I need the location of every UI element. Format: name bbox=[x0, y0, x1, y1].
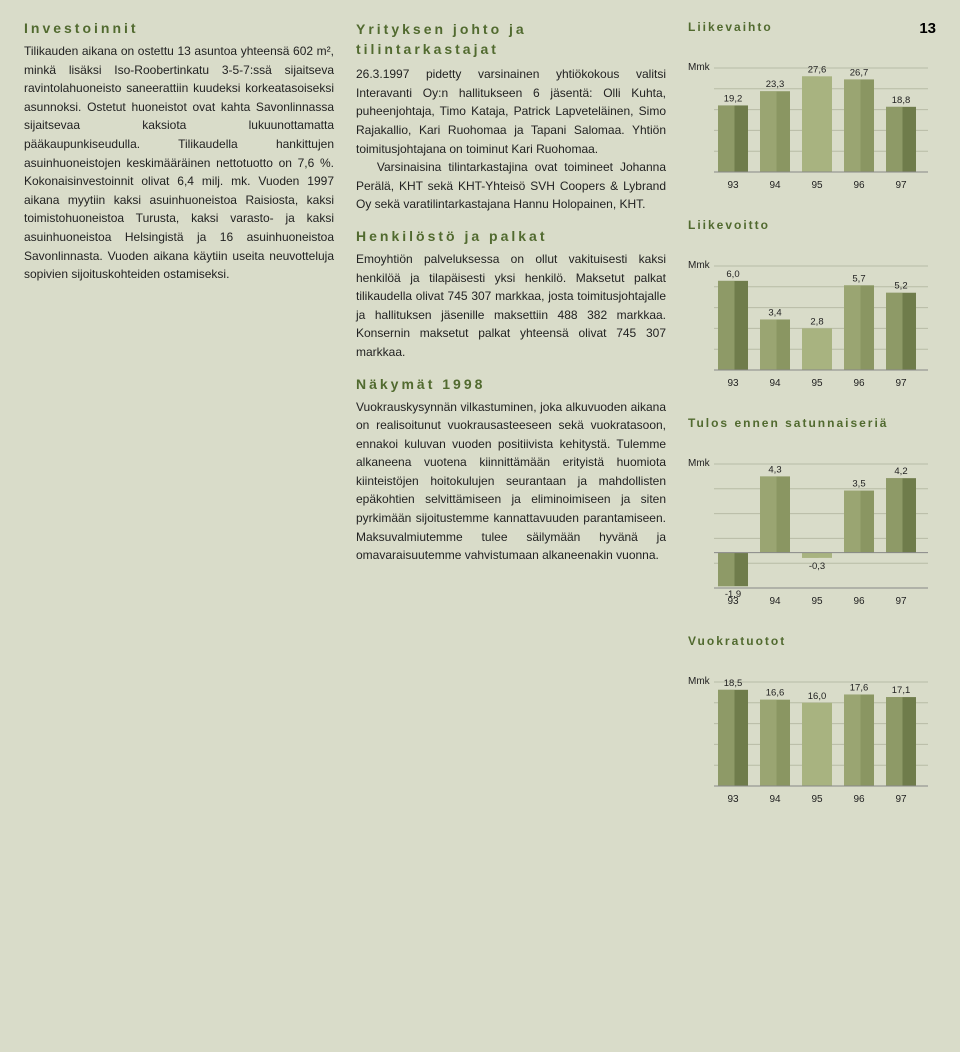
svg-text:18,8: 18,8 bbox=[892, 95, 911, 106]
svg-text:3,4: 3,4 bbox=[768, 307, 781, 318]
svg-text:Mmk: Mmk bbox=[688, 260, 711, 271]
svg-text:97: 97 bbox=[895, 794, 907, 805]
svg-text:27,6: 27,6 bbox=[808, 64, 827, 75]
column-charts: Liikevaihto Mmk 19,2 93 23,3 94 27,6 95 26,7 96 18… bbox=[688, 20, 948, 832]
svg-text:97: 97 bbox=[895, 180, 907, 191]
svg-text:18,5: 18,5 bbox=[724, 678, 743, 689]
svg-text:93: 93 bbox=[727, 180, 739, 191]
svg-text:17,1: 17,1 bbox=[892, 685, 911, 696]
body-investments: Tilikauden aikana on ostettu 13 asuntoa … bbox=[24, 42, 334, 284]
svg-text:93: 93 bbox=[727, 794, 739, 805]
body-personnel: Emoyhtiön palveluksessa on ollut vakitui… bbox=[356, 250, 666, 362]
heading-outlook: Näkymät 1998 bbox=[356, 376, 666, 392]
svg-text:97: 97 bbox=[895, 596, 907, 607]
svg-text:95: 95 bbox=[811, 180, 823, 191]
svg-text:19,2: 19,2 bbox=[724, 93, 743, 104]
svg-text:26,7: 26,7 bbox=[850, 67, 869, 78]
svg-text:94: 94 bbox=[769, 180, 781, 191]
svg-text:94: 94 bbox=[769, 794, 781, 805]
svg-text:16,6: 16,6 bbox=[766, 688, 785, 699]
chart-liikevaihto: Liikevaihto Mmk 19,2 93 23,3 94 27,6 95 26,7 96 18… bbox=[688, 20, 948, 192]
svg-text:97: 97 bbox=[895, 378, 907, 389]
svg-text:4,2: 4,2 bbox=[894, 466, 907, 477]
page-number: 13 bbox=[919, 20, 936, 37]
svg-text:3,5: 3,5 bbox=[852, 479, 865, 490]
svg-text:95: 95 bbox=[811, 596, 823, 607]
svg-text:96: 96 bbox=[853, 794, 865, 805]
svg-text:95: 95 bbox=[811, 794, 823, 805]
heading-personnel: Henkilöstö ja palkat bbox=[356, 228, 666, 244]
svg-text:5,7: 5,7 bbox=[852, 273, 865, 284]
heading-management: Yrityksen johto ja tilintarkastajat bbox=[356, 20, 666, 59]
svg-text:5,2: 5,2 bbox=[894, 281, 907, 292]
svg-text:94: 94 bbox=[769, 378, 781, 389]
svg-text:2,8: 2,8 bbox=[810, 316, 823, 327]
svg-text:6,0: 6,0 bbox=[726, 269, 739, 280]
svg-text:23,3: 23,3 bbox=[766, 79, 785, 90]
svg-text:Mmk: Mmk bbox=[688, 62, 711, 73]
chart-title: Tulos ennen satunnaiseriä bbox=[688, 416, 948, 430]
chart-tulos: Tulos ennen satunnaiseriäMmk-1,9934,394-… bbox=[688, 416, 948, 608]
svg-text:Mmk: Mmk bbox=[688, 458, 711, 469]
svg-text:4,3: 4,3 bbox=[768, 464, 781, 475]
chart-title: Liikevaihto bbox=[688, 20, 948, 34]
svg-text:96: 96 bbox=[853, 180, 865, 191]
svg-text:Mmk: Mmk bbox=[688, 676, 711, 687]
svg-text:95: 95 bbox=[811, 378, 823, 389]
heading-investments: Investoinnit bbox=[24, 20, 334, 36]
svg-text:94: 94 bbox=[769, 596, 781, 607]
column-2: Yrityksen johto ja tilintarkastajat 26.3… bbox=[356, 20, 666, 832]
svg-text:96: 96 bbox=[853, 596, 865, 607]
column-1: Investoinnit Tilikauden aikana on ostett… bbox=[24, 20, 334, 832]
svg-text:16,0: 16,0 bbox=[808, 691, 827, 702]
svg-text:-0,3: -0,3 bbox=[809, 561, 825, 572]
chart-liikevoitto: Liikevoitto Mmk 6,0 93 3,4 94 2,8 95 5,7 96 5,2 97 bbox=[688, 218, 948, 390]
chart-title: Vuokratuotot bbox=[688, 634, 948, 648]
body-outlook: Vuokrauskysynnän vilkastuminen, joka alk… bbox=[356, 398, 666, 565]
svg-text:17,6: 17,6 bbox=[850, 682, 869, 693]
chart-vuokratuotot: Vuokratuotot Mmk 18,5 93 16,6 94 16,0 95 17,6 96 1… bbox=[688, 634, 948, 806]
svg-text:93: 93 bbox=[727, 596, 739, 607]
svg-text:93: 93 bbox=[727, 378, 739, 389]
svg-text:96: 96 bbox=[853, 378, 865, 389]
chart-title: Liikevoitto bbox=[688, 218, 948, 232]
body-management: 26.3.1997 pidetty varsinainen yhtiökokou… bbox=[356, 65, 666, 214]
page-layout: Investoinnit Tilikauden aikana on ostett… bbox=[0, 0, 960, 852]
